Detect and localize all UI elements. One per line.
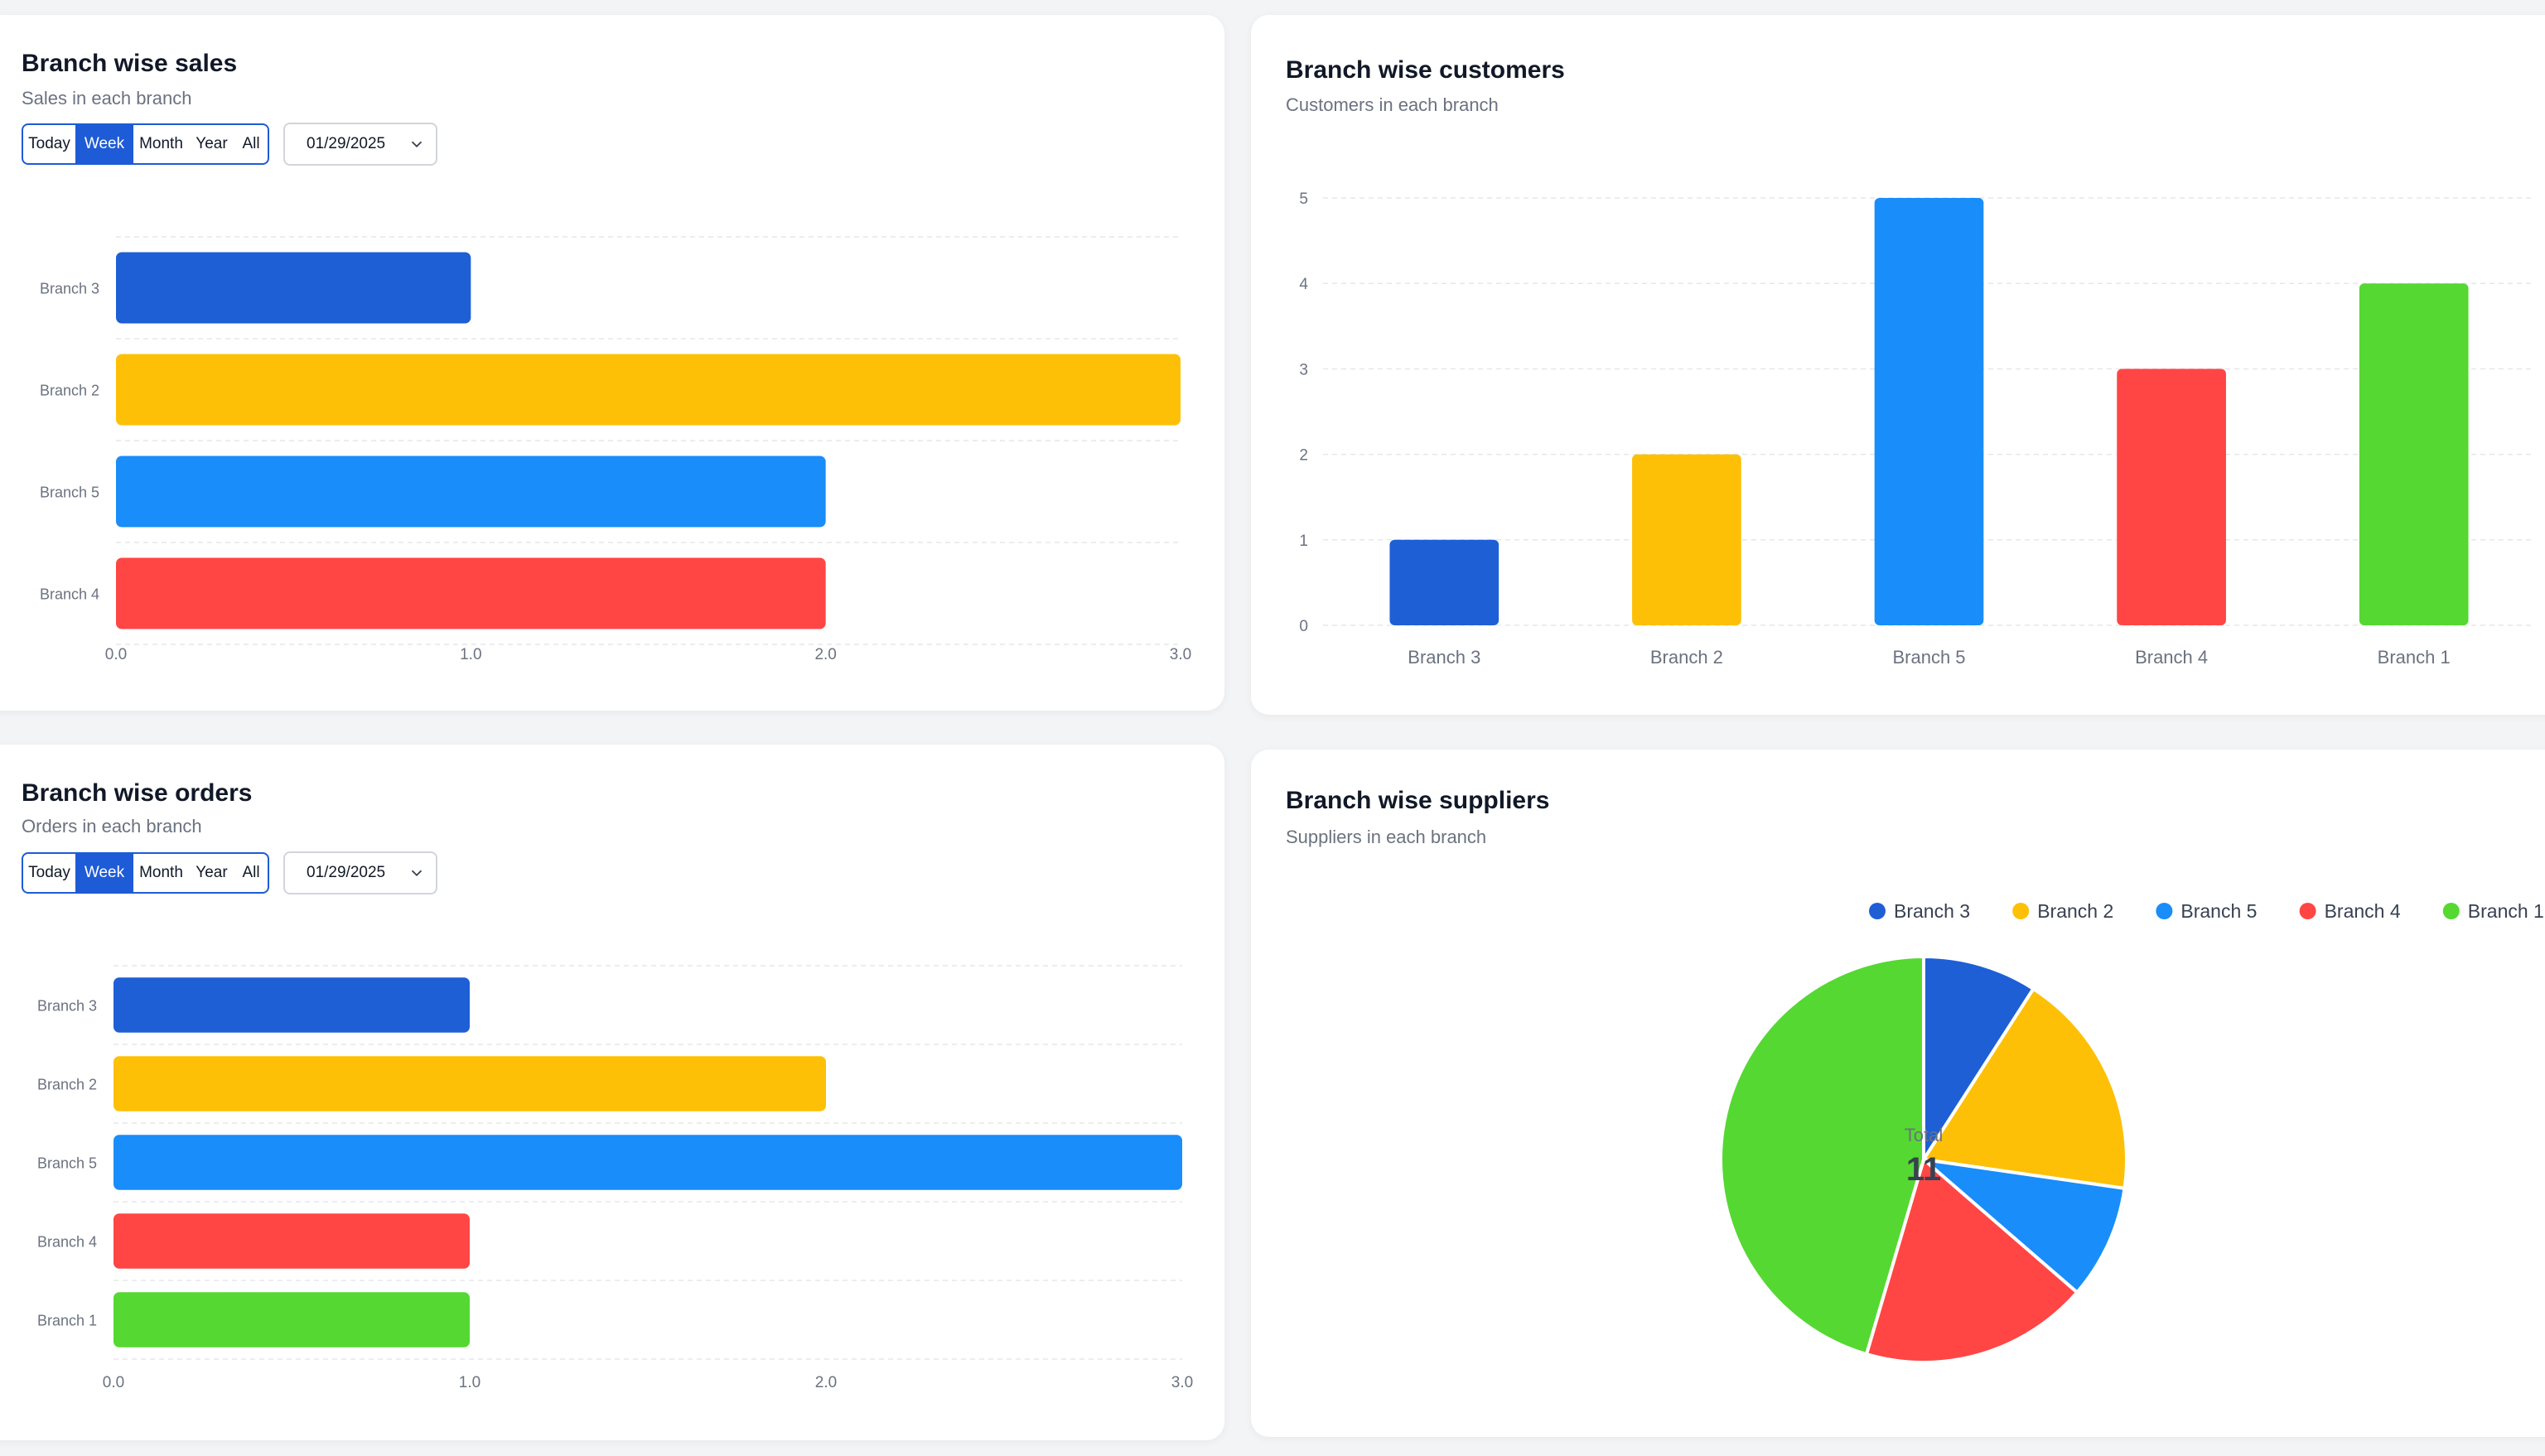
category-label-branch-3: Branch 3 xyxy=(1408,647,1480,668)
slice-branch-1 xyxy=(1719,955,1925,1357)
category-label-branch-3: Branch 3 xyxy=(37,998,97,1015)
x-tick-label: 2.0 xyxy=(815,1374,837,1391)
orders-card: Branch wise orders Orders in each branch… xyxy=(0,745,1224,1440)
orders-filter-week[interactable]: Week xyxy=(75,854,133,892)
category-label-branch-5: Branch 5 xyxy=(40,485,99,501)
category-label-branch-4: Branch 4 xyxy=(2135,647,2208,668)
legend-marker-branch-3 xyxy=(1869,903,1886,919)
slice-branch-2 xyxy=(1922,986,2128,1190)
legend-label-branch-4: Branch 4 xyxy=(2325,900,2401,922)
sales-filter-year[interactable]: Year xyxy=(196,135,228,152)
slice-branch-5 xyxy=(1922,1158,2127,1294)
category-label-branch-1: Branch 1 xyxy=(37,1313,97,1329)
legend-marker-branch-5 xyxy=(2156,903,2173,919)
sales-date-value: 01/29/2025 xyxy=(307,135,386,152)
orders-filter-month[interactable]: Month xyxy=(139,864,183,881)
category-label-branch-5: Branch 5 xyxy=(37,1155,97,1172)
category-label-branch-4: Branch 4 xyxy=(40,586,99,603)
bar-branch-3 xyxy=(116,252,471,324)
legend-label-branch-3: Branch 3 xyxy=(1894,900,1970,922)
bar-branch-3 xyxy=(113,977,470,1033)
category-label-branch-4: Branch 4 xyxy=(37,1234,97,1251)
sales-card: Branch wise sales Sales in each branch T… xyxy=(0,15,1224,711)
y-tick-label: 2 xyxy=(1299,447,1308,465)
x-tick-label: 3.0 xyxy=(1170,646,1191,663)
x-tick-label: 0.0 xyxy=(103,1374,124,1391)
x-tick-label: 1.0 xyxy=(459,1374,481,1391)
y-tick-label: 5 xyxy=(1299,190,1308,208)
legend-marker-branch-2 xyxy=(2012,903,2030,919)
orders-period-filter: Today Week Month Year All xyxy=(22,852,269,894)
suppliers-title: Branch wise suppliers xyxy=(1286,787,1550,814)
bar-branch-1 xyxy=(2359,283,2469,625)
category-label-branch-3: Branch 3 xyxy=(40,281,99,297)
suppliers-subtitle: Suppliers in each branch xyxy=(1286,827,1487,847)
orders-subtitle: Orders in each branch xyxy=(22,816,202,836)
orders-filter-all[interactable]: All xyxy=(242,864,260,881)
sales-filter-week[interactable]: Week xyxy=(75,125,133,163)
bar-branch-5 xyxy=(113,1135,1182,1190)
y-tick-label: 3 xyxy=(1299,361,1308,378)
bar-branch-2 xyxy=(1632,454,1741,625)
pie-center-value: 11 xyxy=(1906,1151,1941,1188)
category-label-branch-2: Branch 2 xyxy=(40,383,99,399)
orders-chart: Branch 3 Branch 2 Branch 5 Branch 4 Branch 1… xyxy=(37,965,1193,1391)
x-tick-label: 3.0 xyxy=(1171,1374,1193,1391)
bar-branch-2 xyxy=(116,354,1181,426)
category-label-branch-2: Branch 2 xyxy=(1650,647,1723,668)
orders-title: Branch wise orders xyxy=(22,779,253,807)
y-tick-label: 4 xyxy=(1299,276,1308,293)
category-label-branch-5: Branch 5 xyxy=(1892,647,1965,668)
sales-date-select[interactable]: 01/29/2025 xyxy=(283,123,437,166)
sales-filter-today[interactable]: Today xyxy=(28,135,70,152)
bar-branch-3 xyxy=(1389,539,1499,625)
legend-label-branch-2: Branch 2 xyxy=(2037,900,2113,922)
customers-card: Branch wise customers Customers in each … xyxy=(1251,15,2545,715)
y-tick-label: 0 xyxy=(1299,618,1308,635)
customers-subtitle: Customers in each branch xyxy=(1286,94,1499,115)
category-label-branch-2: Branch 2 xyxy=(37,1077,97,1093)
x-tick-label: 1.0 xyxy=(460,646,481,663)
sales-period-filter: Today Week Month Year All xyxy=(22,123,269,165)
category-label-branch-1: Branch 1 xyxy=(2378,647,2451,668)
legend-marker-branch-4 xyxy=(2299,903,2316,919)
chevron-down-icon xyxy=(411,141,423,148)
orders-filter-year[interactable]: Year xyxy=(196,864,228,881)
sales-chart: Branch 3 Branch 2 Branch 5 Branch 4 0.0 1.0 2.… xyxy=(40,236,1191,663)
customers-chart: 0 1 2 3 4 5 Branch 3 Branch 2 Branch 5 Branch 4 Br… xyxy=(1299,190,2535,668)
slice-branch-4 xyxy=(1864,1158,2079,1364)
bar-branch-5 xyxy=(116,456,826,528)
bar-branch-1 xyxy=(113,1292,470,1348)
sales-filter-month[interactable]: Month xyxy=(139,135,183,152)
slice-branch-3 xyxy=(1922,955,2036,1161)
customers-title: Branch wise customers xyxy=(1286,56,1565,84)
sales-filter-all[interactable]: All xyxy=(242,135,260,152)
bar-branch-4 xyxy=(2117,369,2226,625)
bar-branch-2 xyxy=(113,1056,826,1111)
sales-title: Branch wise sales xyxy=(22,50,238,77)
bar-branch-5 xyxy=(1874,198,1984,625)
legend-marker-branch-1 xyxy=(2442,903,2460,919)
legend-label-branch-5: Branch 5 xyxy=(2180,900,2257,922)
sales-subtitle: Sales in each branch xyxy=(22,88,192,108)
bar-branch-4 xyxy=(116,557,826,629)
orders-date-select[interactable]: 01/29/2025 xyxy=(283,851,437,894)
orders-filter-today[interactable]: Today xyxy=(28,864,70,881)
y-tick-label: 1 xyxy=(1299,533,1308,550)
chevron-down-icon xyxy=(411,870,423,877)
orders-date-value: 01/29/2025 xyxy=(307,864,386,881)
x-tick-label: 2.0 xyxy=(814,646,836,663)
x-tick-label: 0.0 xyxy=(105,646,127,663)
suppliers-chart: Branch 3 Branch 2 Branch 5 Branch 4 Branch 1… xyxy=(1719,900,2544,1364)
suppliers-card: Branch wise suppliers Suppliers in each … xyxy=(1251,750,2545,1437)
bar-branch-4 xyxy=(113,1213,470,1269)
legend-label-branch-1: Branch 1 xyxy=(2468,900,2544,922)
pie-center-label: Total xyxy=(1905,1125,1943,1145)
